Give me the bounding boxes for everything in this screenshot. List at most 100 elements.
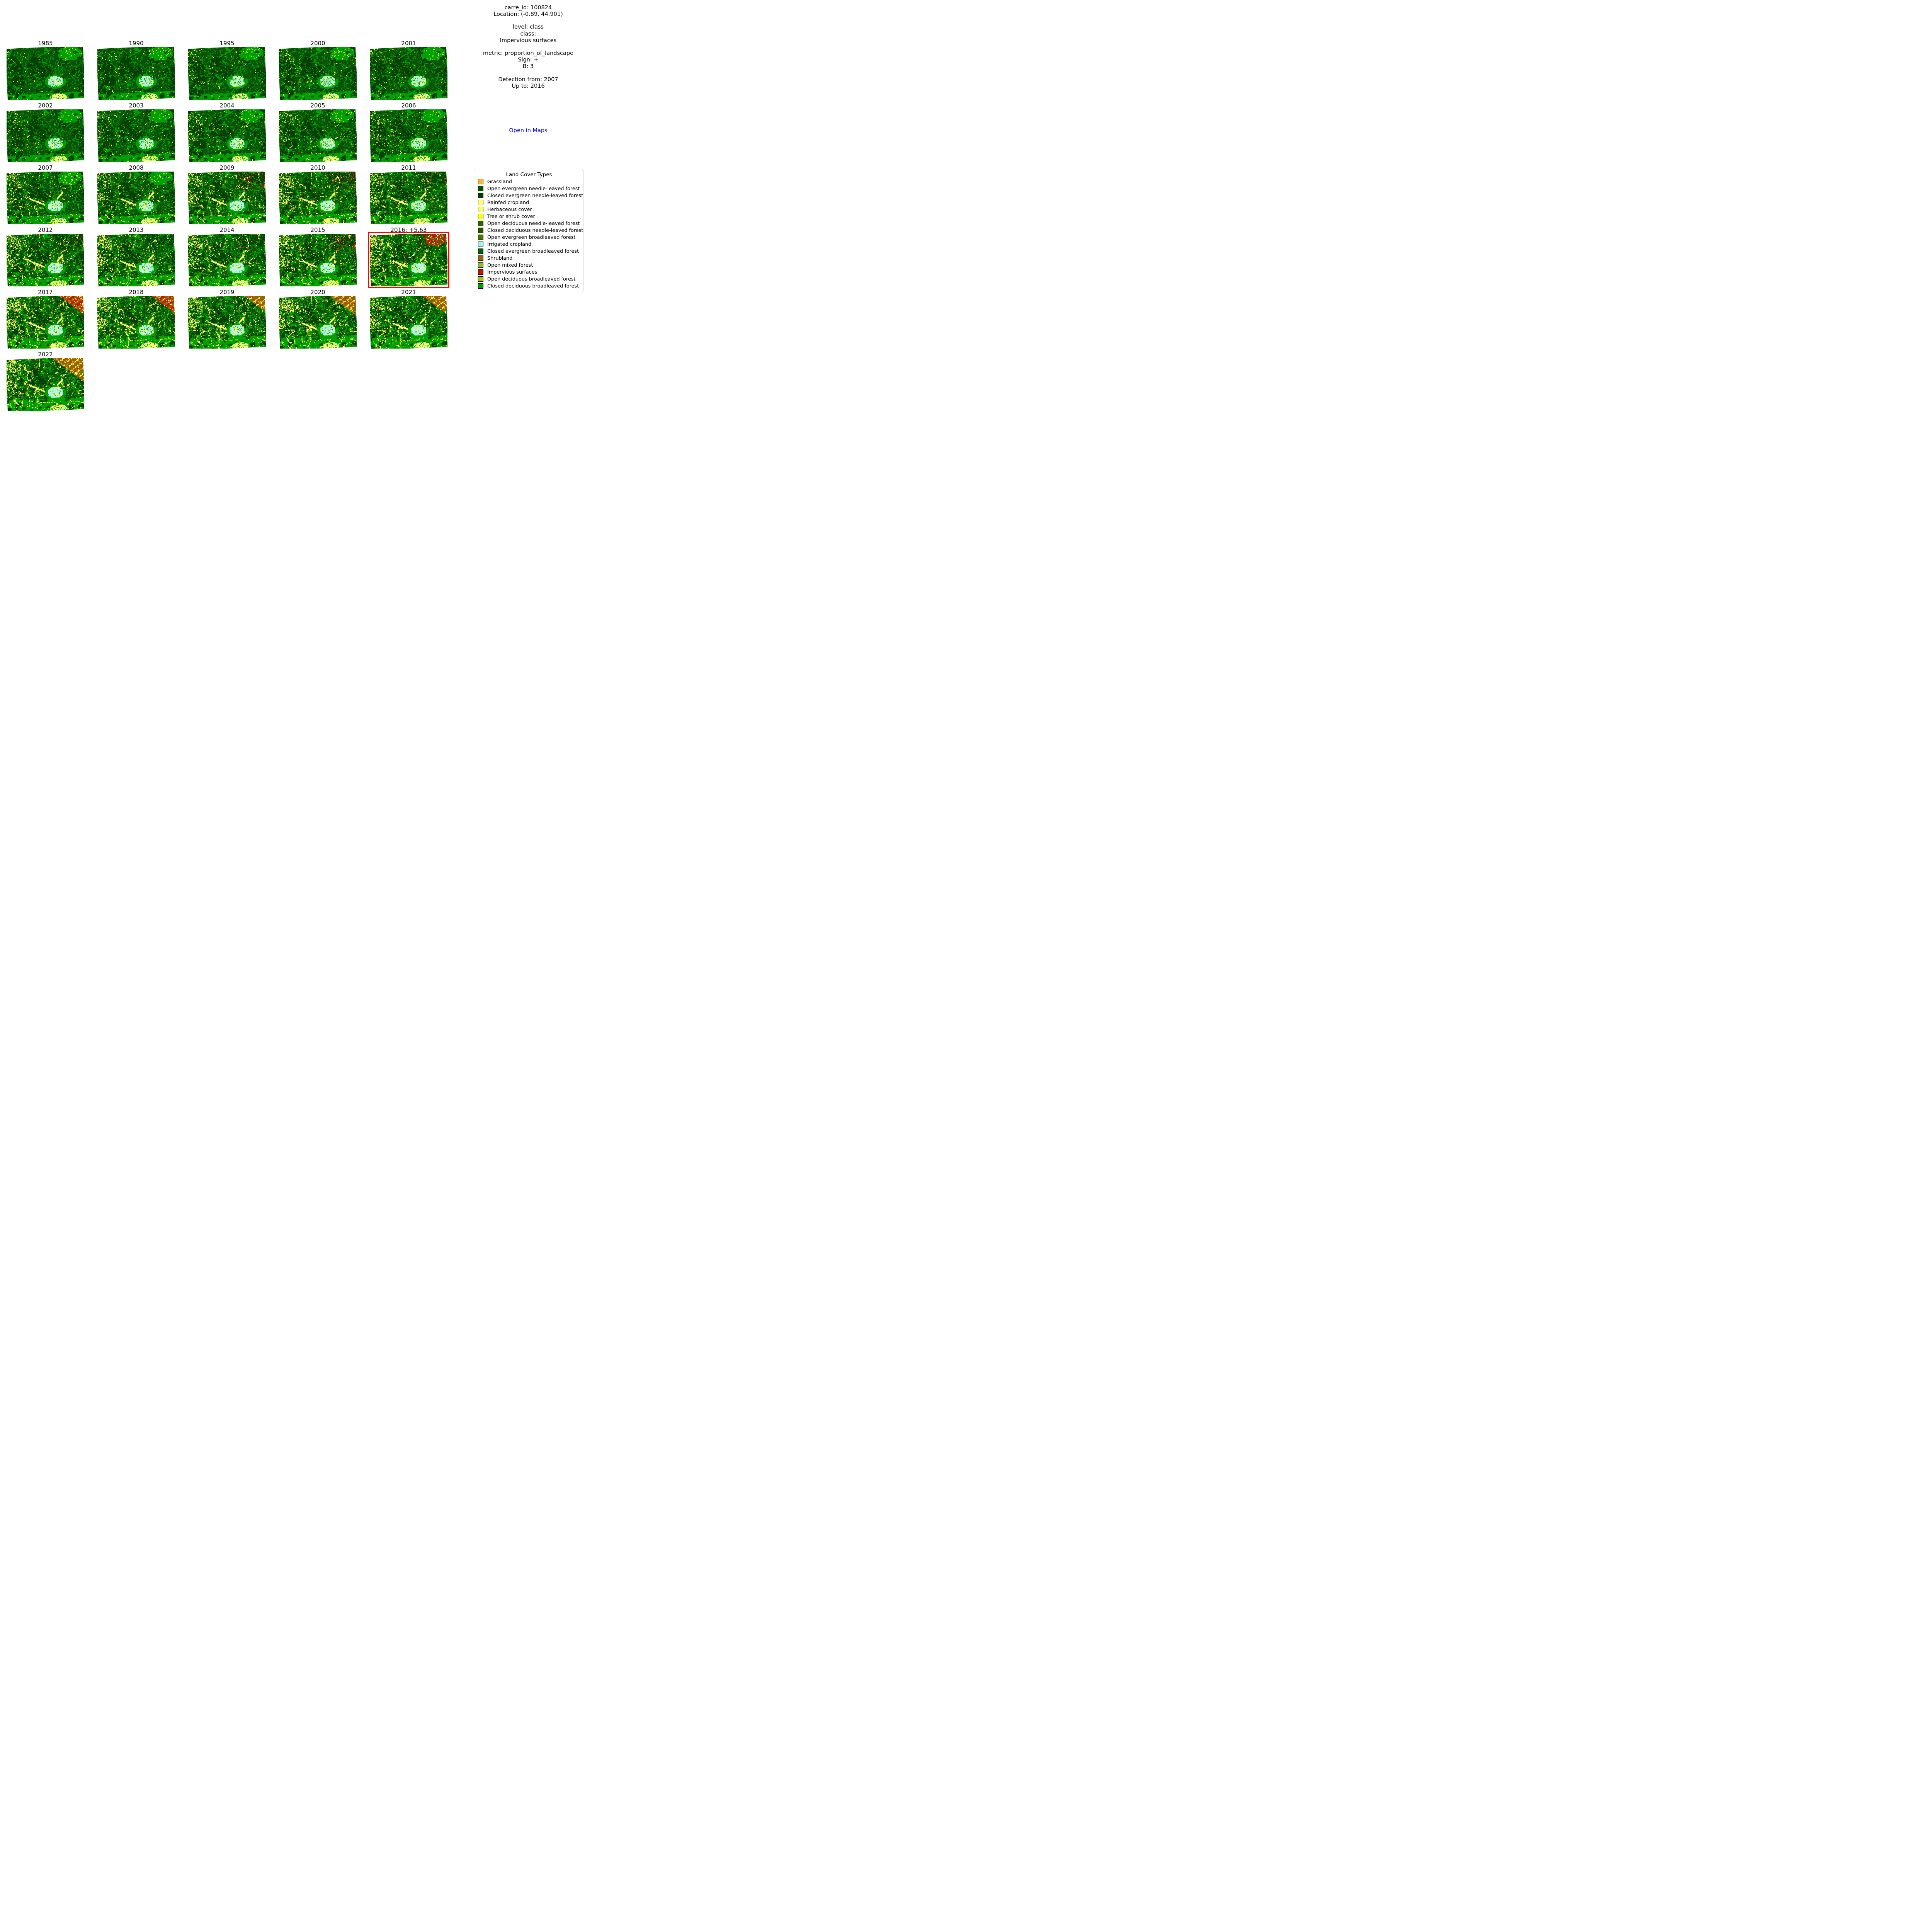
legend-item-label: Tree or shrub cover bbox=[487, 213, 535, 220]
map-title-2017: 2017 bbox=[38, 289, 53, 296]
map-cell-2005: 2005 bbox=[279, 102, 357, 162]
map-tile-1990 bbox=[97, 47, 175, 100]
map-title-2014: 2014 bbox=[219, 226, 235, 233]
map-tile-2014 bbox=[188, 234, 266, 286]
map-image-2005 bbox=[279, 109, 357, 162]
map-tile-2007 bbox=[7, 172, 84, 224]
legend-item: Impervious surfaces bbox=[478, 269, 580, 276]
map-tile-2020 bbox=[279, 296, 357, 349]
info-block-metric: metric: proportion_of_landscape Sign: + … bbox=[483, 50, 574, 70]
map-title-2016: 2016: +5.63 bbox=[390, 226, 427, 233]
map-image-1995 bbox=[188, 47, 266, 100]
legend-item-label: Shrubland bbox=[487, 255, 513, 261]
legend-item-label: Open deciduous broadleaved forest bbox=[487, 276, 576, 282]
legend-item: Closed evergreen broadleaved forest bbox=[478, 248, 580, 255]
map-tile-2009 bbox=[188, 172, 266, 224]
legend-item-label: Herbaceous cover bbox=[487, 206, 532, 213]
map-cell-2018: 2018 bbox=[97, 289, 175, 349]
map-title-2002: 2002 bbox=[38, 102, 53, 109]
map-cell-2001: 2001 bbox=[370, 40, 447, 100]
map-tile-2018 bbox=[97, 296, 175, 349]
map-image-2019 bbox=[188, 296, 266, 349]
legend-item-label: Open deciduous needle-leaved forest bbox=[487, 220, 580, 226]
open-in-maps-wrap: Open in Maps bbox=[460, 128, 597, 134]
map-image-1990 bbox=[97, 47, 175, 100]
map-title-1990: 1990 bbox=[129, 40, 144, 47]
legend-item: Open mixed forest bbox=[478, 262, 580, 269]
map-image-2009 bbox=[188, 172, 266, 224]
legend-item: Closed deciduous needle-leaved forest bbox=[478, 227, 583, 234]
map-title-2009: 2009 bbox=[219, 164, 235, 171]
legend-item: Grassland bbox=[478, 178, 580, 185]
map-title-2006: 2006 bbox=[401, 102, 416, 109]
legend-item: Shrubland bbox=[478, 255, 580, 262]
legend-item-label: Closed evergreen needle-leaved forest bbox=[487, 192, 583, 199]
legend-swatch-icon bbox=[478, 193, 483, 198]
map-cell-2002: 2002 bbox=[7, 102, 84, 162]
map-image-2002 bbox=[7, 109, 84, 162]
map-tile-2022 bbox=[7, 358, 84, 411]
map-tile-2008 bbox=[97, 172, 175, 224]
map-title-2015: 2015 bbox=[310, 226, 325, 233]
map-image-2013 bbox=[97, 234, 175, 286]
map-image-2006 bbox=[370, 109, 447, 162]
map-image-2011 bbox=[370, 172, 447, 224]
legend-item-label: Closed deciduous broadleaved forest bbox=[487, 283, 579, 289]
legend-swatch-icon bbox=[478, 255, 483, 261]
map-cell-1995: 1995 bbox=[188, 40, 266, 100]
legend-items: Grassland Open evergreen needle-leaved fo… bbox=[478, 178, 583, 289]
legend-item: Rainfed cropland bbox=[478, 199, 580, 206]
map-cell-2009: 2009 bbox=[188, 164, 266, 224]
map-tile-2000 bbox=[279, 47, 357, 100]
map-image-2007 bbox=[7, 172, 84, 224]
info-panel: carre_id: 100824 Location: (-0.89, 44.90… bbox=[460, 5, 597, 96]
legend-swatch-icon bbox=[478, 262, 483, 268]
map-image-1985 bbox=[7, 47, 84, 100]
map-title-2008: 2008 bbox=[129, 164, 144, 171]
legend-item: Open evergreen needle-leaved forest bbox=[478, 185, 580, 192]
map-tile-2006 bbox=[370, 109, 447, 162]
map-cell-2022: 2022 bbox=[7, 351, 84, 411]
legend-item: Irrigated cropland bbox=[478, 241, 580, 248]
open-in-maps-link[interactable]: Open in Maps bbox=[509, 128, 548, 134]
map-cell-2011: 2011 bbox=[370, 164, 447, 224]
map-image-2022 bbox=[7, 358, 84, 411]
map-tile-2003 bbox=[97, 109, 175, 162]
info-block-id-location: carre_id: 100824 Location: (-0.89, 44.90… bbox=[493, 5, 563, 18]
legend-item: Open deciduous broadleaved forest bbox=[478, 276, 580, 283]
legend-swatch-icon bbox=[478, 221, 483, 226]
map-image-2008 bbox=[97, 172, 175, 224]
legend-item: Tree or shrub cover bbox=[478, 213, 580, 220]
map-cell-2000: 2000 bbox=[279, 40, 357, 100]
map-title-2004: 2004 bbox=[219, 102, 235, 109]
legend-item-label: Irrigated cropland bbox=[487, 241, 532, 247]
legend-item: Closed evergreen needle-leaved forest bbox=[478, 192, 583, 199]
legend-item-label: Closed evergreen broadleaved forest bbox=[487, 248, 579, 254]
legend-item-label: Impervious surfaces bbox=[487, 269, 537, 275]
map-image-2017 bbox=[7, 296, 84, 349]
map-tile-2001 bbox=[370, 47, 447, 100]
map-tile-2017 bbox=[7, 296, 84, 349]
map-image-2018 bbox=[97, 296, 175, 349]
map-title-2010: 2010 bbox=[310, 164, 325, 171]
legend-swatch-icon bbox=[478, 242, 483, 247]
legend-item-label: Closed deciduous needle-leaved forest bbox=[487, 227, 583, 233]
map-title-2001: 2001 bbox=[401, 40, 416, 47]
legend: Land Cover Types Grassland Open evergreen… bbox=[474, 169, 583, 292]
map-tile-2011 bbox=[370, 172, 447, 224]
map-tile-1995 bbox=[188, 47, 266, 100]
map-tile-1985 bbox=[7, 47, 84, 100]
map-tile-2012 bbox=[7, 234, 84, 286]
legend-swatch-icon bbox=[478, 186, 483, 191]
map-cell-1985: 1985 bbox=[7, 40, 84, 100]
map-title-1985: 1985 bbox=[38, 40, 53, 47]
map-title-2003: 2003 bbox=[129, 102, 144, 109]
map-title-2018: 2018 bbox=[129, 289, 144, 296]
legend-swatch-icon bbox=[478, 179, 483, 184]
legend-item: Open deciduous needle-leaved forest bbox=[478, 220, 580, 227]
map-image-2012 bbox=[7, 234, 84, 286]
map-cell-2006: 2006 bbox=[370, 102, 447, 162]
map-tile-2015 bbox=[279, 234, 357, 286]
map-image-2015 bbox=[279, 234, 357, 286]
map-cell-2008: 2008 bbox=[97, 164, 175, 224]
